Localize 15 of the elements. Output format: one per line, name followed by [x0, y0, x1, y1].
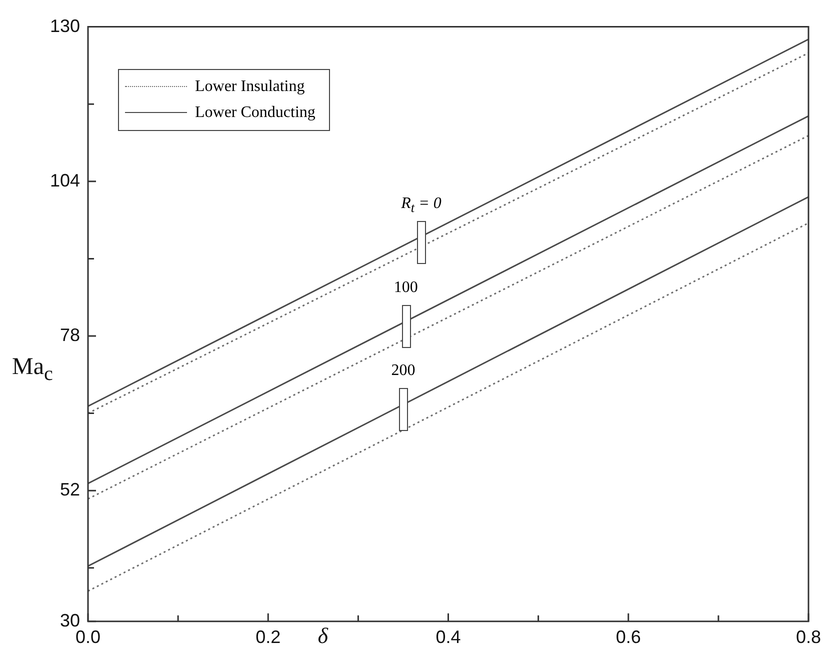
y-tick-label: 52	[60, 480, 80, 500]
y-tick-label: 104	[50, 170, 80, 190]
x-axis-title: δ	[318, 623, 328, 650]
x-tick-label: 0.6	[616, 627, 641, 648]
annotation: 200	[390, 362, 416, 380]
legend-label: Lower Insulating	[195, 78, 305, 96]
annotation: 100	[392, 279, 419, 298]
y-tick-label: 78	[60, 324, 80, 345]
x-tick-label: 0.8	[796, 627, 822, 648]
y-axis-title: Ma$_{c}$	[12, 354, 53, 386]
x-tick-label: 0.4	[436, 627, 461, 648]
x-tick-label: 0.2	[256, 627, 281, 648]
y-tick-label: 130	[50, 16, 80, 36]
legend-label: Lower Conducting	[195, 104, 316, 122]
annotation: R$_{t}$ = 0	[400, 194, 442, 216]
